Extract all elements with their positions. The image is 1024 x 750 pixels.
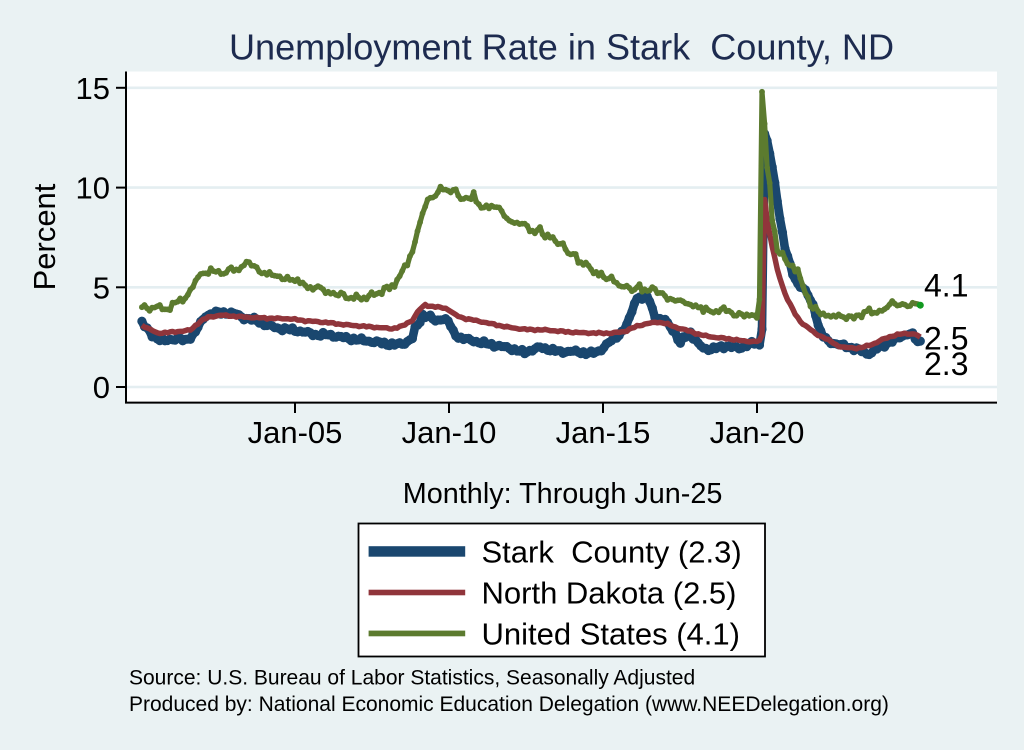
svg-text:Stark County (2.3): Stark County (2.3)	[482, 535, 742, 570]
svg-text:Jan-05: Jan-05	[248, 415, 343, 450]
svg-text:North Dakota (2.5): North Dakota (2.5)	[482, 576, 737, 611]
svg-text:4.1: 4.1	[924, 268, 968, 304]
svg-text:2.3: 2.3	[924, 346, 968, 382]
svg-text:15: 15	[76, 71, 110, 106]
svg-text:Produced by: National Economic: Produced by: National Economic Education…	[129, 693, 889, 716]
svg-text:Jan-10: Jan-10	[402, 415, 497, 450]
svg-text:0: 0	[93, 370, 110, 405]
svg-text:Percent: Percent	[27, 183, 62, 290]
svg-text:2.5: 2.5	[924, 321, 968, 357]
svg-text:Monthly: Through Jun-25: Monthly: Through Jun-25	[403, 478, 723, 510]
svg-text:United States (4.1): United States (4.1)	[482, 617, 740, 652]
svg-text:10: 10	[76, 171, 110, 206]
svg-text:Jan-15: Jan-15	[556, 415, 651, 450]
svg-text:Source: U.S. Bureau of Labor S: Source: U.S. Bureau of Labor Statistics,…	[129, 667, 695, 690]
svg-text:Jan-20: Jan-20	[710, 415, 805, 450]
svg-text:5: 5	[93, 270, 110, 305]
svg-text:Unemployment Rate in Stark Co: Unemployment Rate in Stark County, ND	[229, 26, 894, 67]
